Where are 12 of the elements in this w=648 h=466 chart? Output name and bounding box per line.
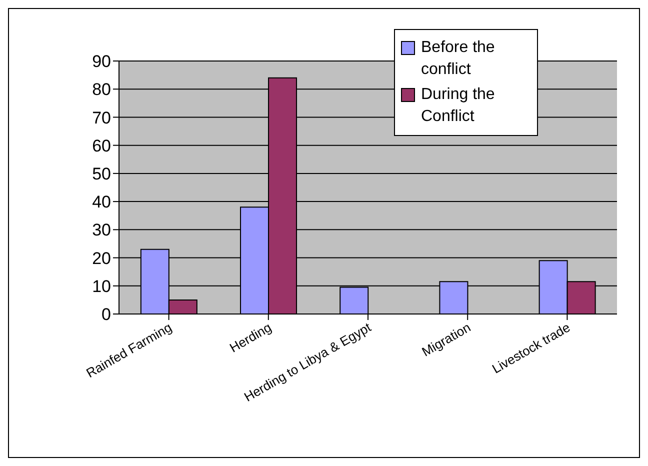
y-tick-label: 70: [92, 108, 111, 128]
y-tick-label: 30: [92, 220, 111, 240]
legend-label: Before the conflict: [421, 38, 496, 80]
y-tick-label: 50: [92, 164, 111, 184]
y-tick-label: 80: [92, 80, 111, 100]
y-tick-label: 60: [92, 136, 111, 156]
y-tick-label: 10: [92, 276, 111, 296]
y-tick-label: 20: [92, 248, 111, 268]
y-tick-label: 0: [102, 305, 111, 324]
y-tick-label: 90: [92, 52, 111, 72]
legend-label: During the Conflict: [421, 85, 496, 127]
y-tick-label: 40: [92, 192, 111, 212]
